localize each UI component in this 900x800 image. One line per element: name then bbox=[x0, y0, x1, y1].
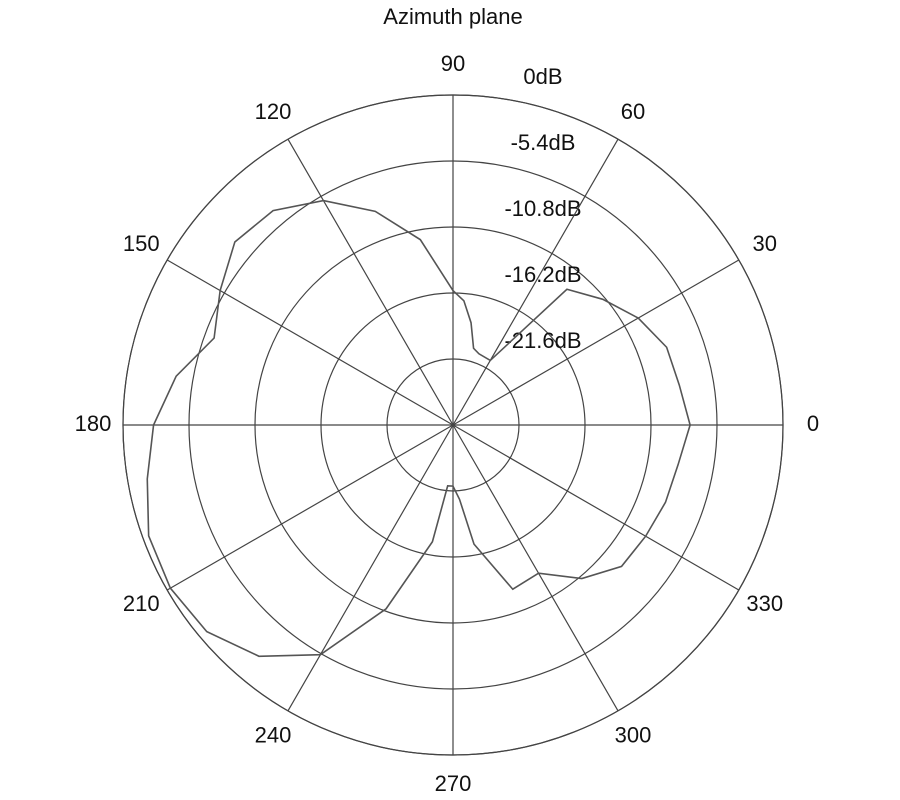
theta-tick-label: 210 bbox=[123, 591, 160, 616]
theta-tick-label: 60 bbox=[621, 99, 645, 124]
theta-tick-label: 240 bbox=[255, 723, 292, 748]
theta-tick-label: 300 bbox=[615, 723, 652, 748]
theta-tick-label: 90 bbox=[441, 51, 465, 76]
theta-tick-label: 150 bbox=[123, 231, 160, 256]
theta-tick-label: 330 bbox=[746, 591, 783, 616]
grid-spoke bbox=[287, 138, 454, 426]
grid-spoke bbox=[452, 138, 619, 426]
grid-spoke bbox=[166, 424, 454, 591]
r-tick-label: -16.2dB bbox=[504, 262, 581, 287]
r-tick-label: -10.8dB bbox=[504, 196, 581, 221]
theta-tick-label: 30 bbox=[753, 231, 777, 256]
pattern-line bbox=[146, 199, 691, 658]
grid-spoke bbox=[287, 424, 454, 712]
r-tick-label: 0dB bbox=[523, 64, 562, 89]
theta-tick-label: 270 bbox=[435, 771, 472, 796]
grid-spoke bbox=[452, 424, 740, 591]
theta-tick-label: 0 bbox=[807, 411, 819, 436]
r-tick-label: -21.6dB bbox=[504, 328, 581, 353]
grid-spoke bbox=[452, 259, 740, 426]
r-tick-label: -5.4dB bbox=[511, 130, 576, 155]
chart-title: Azimuth plane bbox=[383, 4, 522, 29]
theta-tick-label: 120 bbox=[255, 99, 292, 124]
grid-spoke bbox=[166, 259, 454, 426]
grid-spoke bbox=[452, 424, 619, 712]
theta-tick-label: 180 bbox=[75, 411, 112, 436]
